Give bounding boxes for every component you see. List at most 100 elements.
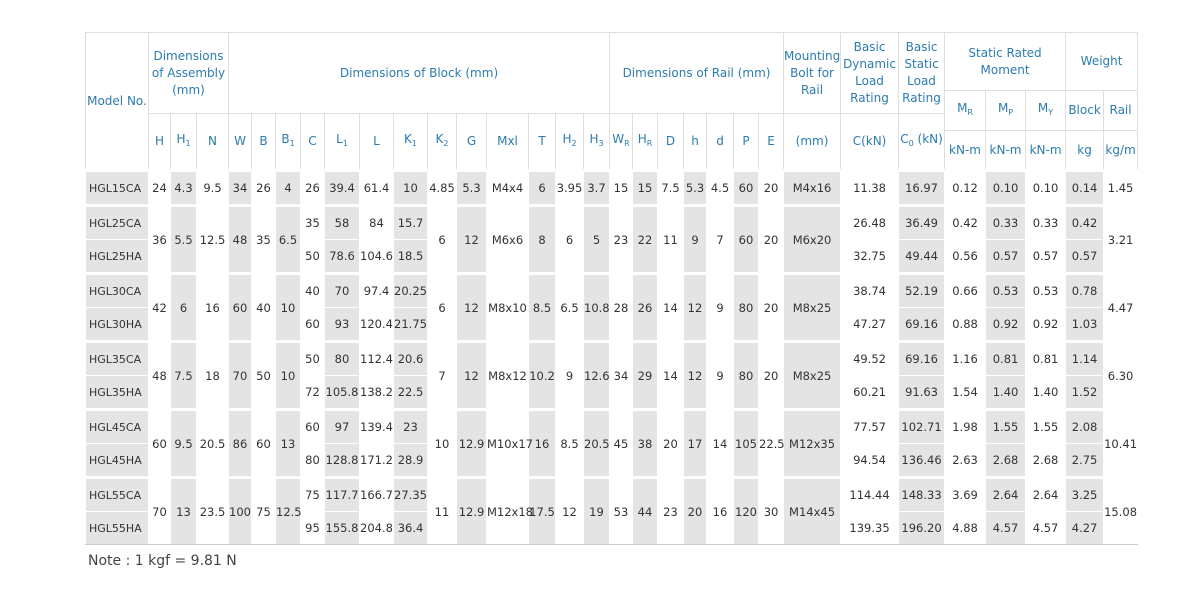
rating-cell: 148.33 (898, 476, 946, 512)
rail-cell: 6 (427, 204, 457, 274)
column-symbol: C (300, 113, 325, 171)
rating-cell: 1.55 (985, 408, 1027, 444)
rail-cell: 11 (657, 204, 684, 274)
assembly-cell: 9.5 (196, 169, 229, 206)
rail-cell: 60 (733, 204, 759, 274)
unit: kN-m (944, 130, 987, 171)
subscript: 1 (289, 139, 295, 148)
assembly-cell: 34 (228, 169, 252, 206)
rail-cell: 15 (632, 169, 658, 206)
note: Note : 1 kgf = 9.81 N (88, 553, 237, 569)
block-cell: 104.6 (359, 239, 394, 274)
table-row: HGL35CA 48 7.5 18 70 50 10 50 80 112.4 20.6 7 12 M8x1… (85, 340, 1139, 410)
rail-cell: 6 (427, 272, 457, 342)
symbol: M (997, 101, 1009, 115)
rail-cell: 20 (757, 340, 785, 410)
block-cell: 15.7 (393, 204, 428, 240)
assembly-cell: 9.5 (170, 408, 197, 478)
rail-cell: M4x4 (486, 169, 529, 206)
rail-cell: 45 (609, 408, 633, 478)
rating-cell: 47.27 (840, 307, 900, 342)
rating-cell: 2.08 (1065, 408, 1105, 444)
rail-cell: 38 (632, 408, 658, 478)
rail-cell: 12.9 (456, 408, 487, 478)
rating-cell: 0.92 (985, 307, 1027, 342)
block-cell: 93 (324, 307, 360, 342)
rail-cell: M14x45 (783, 476, 842, 545)
unit: C(kN) (840, 113, 900, 171)
rail-cell: 16 (528, 408, 556, 478)
table-row: HGL25CA 36 5.5 12.5 48 35 6.5 35 58 84 15.7 6 12 M6x6… (85, 204, 1139, 274)
rail-cell: 10.2 (528, 340, 556, 410)
assembly-cell: 75 (251, 476, 276, 545)
header-row: MR MP MY Block Rail (86, 90, 1139, 131)
block-cell: 171.2 (359, 443, 394, 478)
table-row: HGL55CA 70 13 23.5 100 75 12.5 75 117.7 166.7 27.3… (85, 476, 1139, 545)
column-symbol: W (228, 113, 252, 171)
assembly-cell: 86 (228, 408, 252, 478)
rail-cell: 20.5 (583, 408, 610, 478)
symbol: B (259, 134, 268, 148)
rating-cell: 1.03 (1065, 307, 1105, 342)
symbol: H (589, 132, 599, 146)
rail-cell: 7 (706, 204, 734, 274)
rating-cell: 2.68 (985, 443, 1027, 478)
unit: (mm) (783, 113, 842, 171)
block-cell: 28.9 (393, 443, 428, 478)
rail-cell: 53 (609, 476, 633, 545)
table-row: HGL25HA 50 78.6 104.6 18.5 32.75 49.44 0.56 0.57… (85, 239, 1138, 274)
rail-cell: 12 (456, 272, 487, 342)
table-wrap: Model No. Dimensions of Assembly (mm) Dime… (85, 32, 1139, 545)
block-cell: 97.4 (359, 272, 394, 308)
column-symbol: K2 (427, 113, 457, 171)
rail-cell: 12.6 (583, 340, 610, 410)
rating-cell: 11.38 (840, 169, 900, 206)
symbol: K (435, 132, 444, 146)
rating-cell: 0.57 (1065, 239, 1105, 274)
block-cell: 10 (393, 169, 428, 206)
block-cell: 138.2 (359, 375, 394, 410)
rating-cell: 52.19 (898, 272, 946, 308)
block-cell: 21.75 (393, 307, 428, 342)
column-symbol: d (706, 113, 734, 171)
symbol: E (767, 134, 775, 148)
column-symbol: D (657, 113, 684, 171)
symbol: (mm) (795, 134, 829, 148)
rail-cell: 7.5 (657, 169, 684, 206)
rail-cell: M8x12 (486, 340, 529, 410)
block-cell: 23 (393, 408, 428, 444)
weight-label: Block (1065, 90, 1105, 131)
column-symbol: Mxl (486, 113, 529, 171)
assembly-cell: 26 (251, 169, 276, 206)
rail-cell: 14 (657, 272, 684, 342)
rating-cell: 1.14 (1065, 340, 1105, 376)
block-header: Dimensions of Block (mm) (228, 32, 610, 114)
block-cell: 112.4 (359, 340, 394, 376)
rating-cell: 4.27 (1065, 511, 1105, 545)
block-cell: 117.7 (324, 476, 360, 512)
assembly-cell: 60 (148, 408, 171, 478)
block-cell: 80 (300, 443, 325, 478)
symbol: Mxl (497, 134, 518, 148)
block-cell: 72 (300, 375, 325, 410)
assembly-cell: 12.5 (275, 476, 302, 545)
rating-cell: 139.35 (840, 511, 900, 545)
rating-cell: 3.25 (1065, 476, 1105, 512)
moment-symbol: MP (985, 90, 1027, 131)
assembly-header: Dimensions of Assembly (mm) (148, 32, 229, 114)
rating-cell: 1.40 (1025, 375, 1067, 410)
unit: kN-m (985, 130, 1027, 171)
spec-table: Model No. Dimensions of Assembly (mm) Dime… (85, 32, 1139, 545)
rating-cell: 0.88 (944, 307, 987, 342)
rating-cell: 32.75 (840, 239, 900, 274)
rail-cell: 20 (657, 408, 684, 478)
rating-cell: 1.52 (1065, 375, 1105, 410)
column-symbol: H3 (583, 113, 610, 171)
model-cell: HGL30CA (85, 272, 149, 308)
rail-cell: 22.5 (757, 408, 785, 478)
model-cell: HGL35CA (85, 340, 149, 376)
block-cell: 18.5 (393, 239, 428, 274)
rail-cell: 5 (583, 204, 610, 274)
rail-cell: 12 (683, 272, 707, 342)
assembly-cell: 35 (251, 204, 276, 274)
